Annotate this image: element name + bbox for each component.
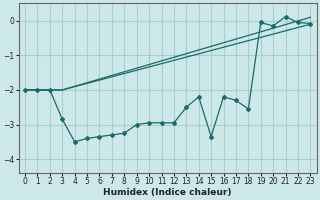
X-axis label: Humidex (Indice chaleur): Humidex (Indice chaleur): [103, 188, 232, 197]
